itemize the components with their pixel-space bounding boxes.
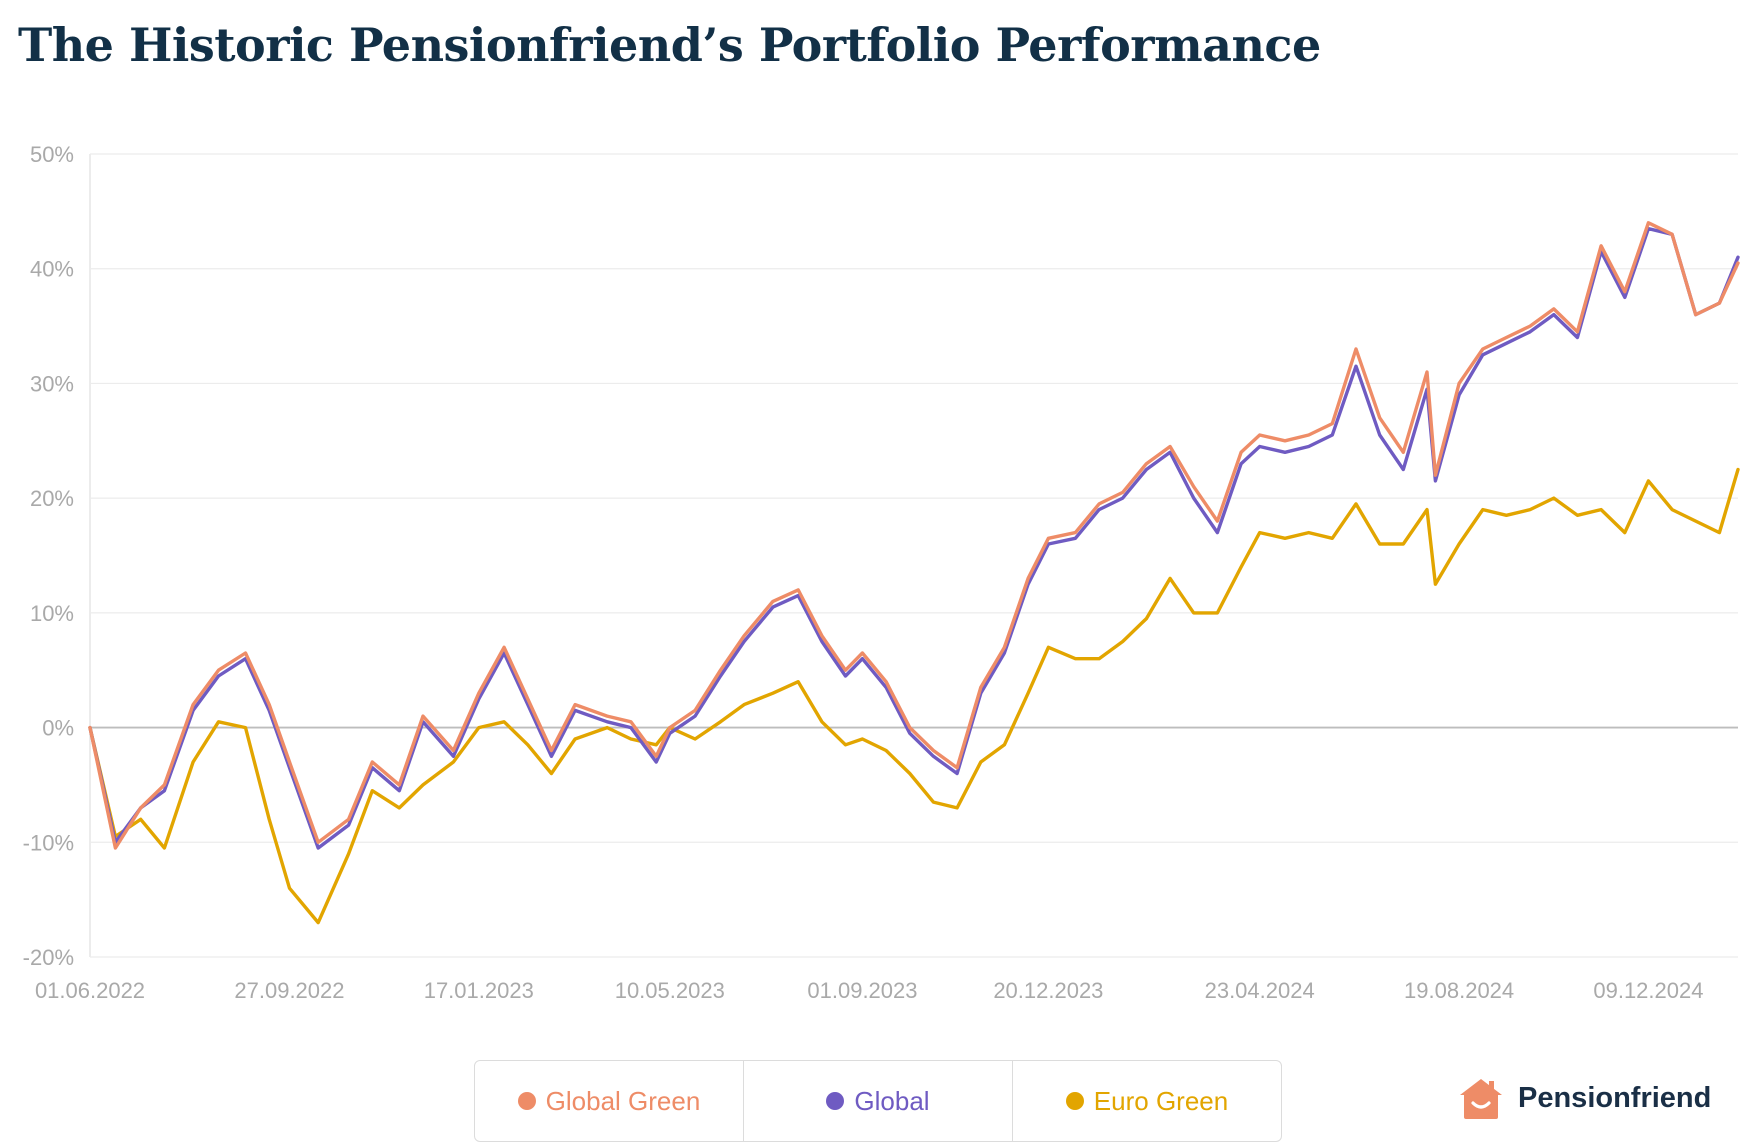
y-tick-label: 50% [30, 142, 74, 167]
x-tick-label: 17.01.2023 [424, 978, 534, 1003]
page-title: The Historic Pensionfriend’s Portfolio P… [18, 18, 1321, 72]
x-tick-label: 23.04.2024 [1205, 978, 1315, 1003]
y-tick-label: 0% [42, 716, 74, 741]
brand-name: Pensionfriend [1518, 1081, 1712, 1114]
legend-label-global-green: Global Green [545, 1085, 701, 1116]
x-tick-label: 09.12.2024 [1593, 978, 1703, 1003]
series-line-global [88, 226, 1740, 850]
series-line-global-green [88, 221, 1740, 850]
legend-item-euro-green[interactable]: Euro Green [1012, 1061, 1281, 1141]
y-tick-label: -20% [23, 945, 74, 970]
house-smile-icon [1460, 1079, 1502, 1119]
y-tick-label: 40% [30, 257, 74, 282]
x-tick-label: 01.09.2023 [807, 978, 917, 1003]
series-line-euro-green [88, 467, 1740, 925]
y-tick-label: 30% [30, 371, 74, 396]
y-tick-label: 20% [30, 486, 74, 511]
legend-label-global: Global [854, 1085, 930, 1116]
x-tick-label: 19.08.2024 [1404, 978, 1514, 1003]
legend-dot-euro-green [1065, 1092, 1084, 1110]
chart-legend: Global Green Global Euro Green [474, 1060, 1282, 1142]
x-tick-label: 01.06.2022 [35, 978, 145, 1003]
legend-label-euro-green: Euro Green [1093, 1085, 1229, 1116]
brand-logo: Pensionfriend [1458, 1076, 1711, 1120]
legend-dot-global-green [517, 1092, 536, 1110]
legend-item-global-green[interactable]: Global Green [475, 1061, 743, 1141]
line-chart: 50% 40% 30% 20% 10% 0% -10% -20% 01.06.2022 27.09… [23, 142, 1740, 1003]
legend-dot-global [826, 1092, 845, 1110]
y-tick-label: -10% [23, 830, 74, 855]
x-tick-label: 20.12.2023 [993, 978, 1103, 1003]
legend-item-global[interactable]: Global [743, 1061, 1012, 1141]
x-tick-label: 27.09.2022 [234, 978, 344, 1003]
y-tick-label: 10% [30, 601, 74, 626]
x-tick-label: 10.05.2023 [615, 978, 725, 1003]
